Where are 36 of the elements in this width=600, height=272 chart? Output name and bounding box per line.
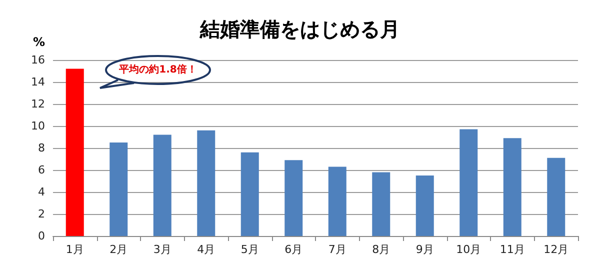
y-tick-label: 14 — [31, 76, 45, 88]
bar — [284, 160, 303, 236]
bar — [110, 142, 128, 236]
bar — [153, 134, 172, 236]
x-tick-label: 7月 — [328, 243, 346, 256]
x-tick-label: 1月 — [66, 243, 84, 256]
x-tick-label: 9月 — [416, 243, 434, 256]
x-tick-label: 12月 — [544, 243, 569, 256]
bar — [460, 129, 478, 236]
chart-title: 結婚準備をはじめる月 — [199, 17, 400, 41]
y-tick-label: 6 — [38, 164, 45, 176]
bar — [503, 138, 522, 236]
y-tick-label: 12 — [31, 98, 45, 110]
bar — [240, 152, 259, 236]
y-tick-label: 2 — [38, 208, 45, 220]
bar — [372, 172, 390, 236]
x-tick-label: 6月 — [284, 243, 303, 256]
x-tick-label: 10月 — [456, 243, 482, 256]
y-tick-label: 16 — [31, 54, 45, 66]
x-tick-label: 2月 — [110, 243, 128, 256]
bar — [328, 166, 346, 236]
y-axis-title: % — [32, 35, 45, 49]
bar — [197, 130, 216, 236]
x-tick-label: 4月 — [197, 243, 216, 256]
y-tick-label: 8 — [38, 142, 45, 154]
y-tick-label: 10 — [31, 120, 45, 132]
x-tick-label: 11月 — [500, 243, 525, 256]
bar — [66, 68, 84, 236]
annotation: 平均の約1.8倍！ — [118, 64, 197, 76]
y-tick-label: 4 — [38, 186, 45, 198]
bar — [547, 158, 566, 236]
bar — [416, 176, 434, 236]
x-tick-label: 5月 — [240, 243, 259, 256]
x-tick-label: 8月 — [372, 243, 390, 256]
x-tick-label: 3月 — [153, 243, 172, 256]
y-tick-label: 0 — [38, 230, 45, 242]
